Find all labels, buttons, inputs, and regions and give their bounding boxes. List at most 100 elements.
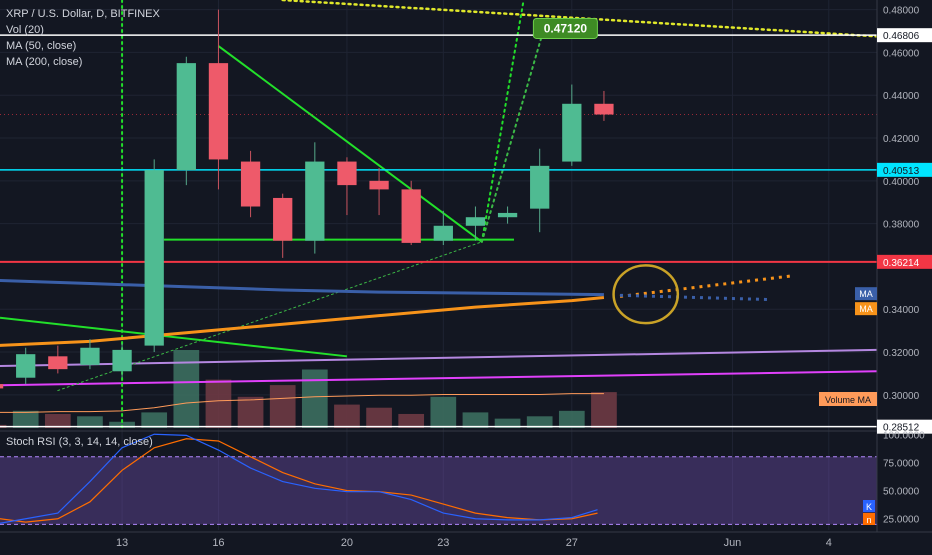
target-label-text: 0.47120	[544, 21, 588, 35]
ma-line	[0, 279, 604, 297]
price-label-box	[877, 419, 932, 434]
time-tick-label: 27	[566, 537, 578, 549]
price-tick-label: 0.48000	[883, 6, 920, 17]
lower-trendline	[0, 316, 348, 358]
volume-bar	[269, 385, 296, 428]
candle-body[interactable]	[176, 63, 196, 171]
price-label-box	[877, 162, 932, 177]
volume-ma-label: Volume MA	[825, 395, 871, 405]
ma-axis-label: MA	[859, 304, 873, 314]
rsi-band-fill	[0, 456, 877, 525]
rsi-d-line	[0, 438, 598, 523]
legend-volume[interactable]: Vol (20)	[6, 24, 44, 36]
candle-body[interactable]	[80, 347, 100, 365]
time-tick-label: 4	[826, 537, 832, 549]
volume-bar	[462, 412, 489, 428]
candle-body[interactable]	[208, 63, 229, 160]
price-label-box	[877, 254, 932, 269]
stoch-rsi-legend[interactable]: Stoch RSI (3, 3, 14, 14, close)	[6, 436, 153, 448]
purple-line	[0, 348, 877, 367]
ma200-projection	[619, 293, 772, 302]
price-tick-label: 0.40000	[883, 177, 920, 188]
price-tick-label: 0.42000	[883, 134, 920, 145]
rsi-series-label-box	[863, 513, 875, 525]
time-tick-label: 20	[341, 537, 353, 549]
price-tick-label: 0.30000	[883, 391, 920, 402]
yellow-dotted-line	[281, 0, 877, 38]
ma-axis-label: MA	[859, 289, 873, 299]
candle-body[interactable]	[401, 189, 421, 243]
candle-body[interactable]	[433, 225, 453, 241]
volume-bar	[366, 407, 392, 428]
volume-bar	[334, 404, 360, 428]
candle-body[interactable]	[273, 197, 293, 241]
volume-ma-label-box	[819, 392, 877, 406]
candle-body[interactable]	[144, 170, 164, 346]
rsi-k-line	[0, 433, 598, 524]
candle-body[interactable]	[240, 161, 261, 207]
legend-symbol[interactable]: XRP / U.S. Dollar, D, BITFINEX	[6, 8, 160, 20]
descending-trendline	[217, 45, 483, 243]
legend-ma200[interactable]: MA (200, close)	[6, 56, 83, 68]
price-tick-label: 0.44000	[883, 91, 920, 102]
green-dotted-projection	[480, 0, 525, 243]
rsi-tick-label: 50.0000	[883, 487, 920, 498]
price-label-text: 0.36214	[883, 258, 920, 269]
volume-bar	[591, 392, 617, 428]
volume-bar	[77, 416, 103, 428]
volume-ma-line	[0, 393, 604, 413]
rsi-series-label: K	[866, 502, 872, 512]
price-tick-label: 0.38000	[883, 220, 920, 231]
volume-bar	[558, 410, 585, 428]
candle-body[interactable]	[112, 349, 132, 372]
volume-bar	[237, 396, 264, 428]
volume-bar	[44, 413, 71, 428]
candle-body[interactable]	[530, 165, 550, 209]
annotations: 0.47120	[532, 17, 680, 325]
price-label-text: 0.46806	[883, 31, 920, 42]
candle-body[interactable]	[594, 103, 614, 115]
candle-body[interactable]	[48, 356, 68, 370]
circle-annotation	[612, 264, 680, 325]
rsi-tick-label: 25.0000	[883, 515, 920, 526]
candle-body[interactable]	[369, 180, 389, 190]
price-tick-label: 0.32000	[883, 348, 920, 359]
candle-body[interactable]	[562, 103, 582, 162]
volume-bar	[301, 369, 328, 428]
stoch-rsi-pane	[0, 430, 932, 525]
rsi-tick-label: 75.0000	[883, 458, 920, 469]
chart-legend: XRP / U.S. Dollar, D, BITFINEX Vol (20) …	[6, 6, 160, 70]
volume-bar	[398, 413, 425, 428]
price-label-text: 0.28512	[883, 423, 920, 434]
price-label-text: 0.40513	[883, 166, 920, 177]
candle-body[interactable]	[465, 217, 486, 226]
price-tick-label: 0.34000	[883, 305, 920, 316]
candle-body[interactable]	[0, 384, 4, 389]
time-tick-label: Jun	[724, 537, 742, 549]
volume-bar	[430, 396, 457, 428]
price-tick-label: 0.46000	[883, 48, 920, 59]
legend-ma50[interactable]: MA (50, close)	[6, 40, 77, 52]
volume-bar	[494, 418, 521, 428]
candle-body[interactable]	[305, 161, 325, 241]
volume-bar	[526, 416, 553, 428]
volume-bar	[205, 379, 232, 428]
candle-body[interactable]	[497, 212, 518, 218]
volume-bars	[0, 350, 617, 428]
ma-axis-label-box	[855, 287, 877, 301]
candle-body[interactable]	[16, 354, 36, 378]
grid-lines	[0, 0, 877, 530]
time-tick-label: 23	[437, 537, 449, 549]
rsi-series-label: n	[866, 515, 871, 525]
volume-bar	[141, 412, 168, 428]
ma-axis-label-box	[855, 302, 877, 316]
candle-body[interactable]	[337, 161, 357, 186]
rsi-tick-label: 100.0000	[883, 430, 925, 441]
target-label-box	[532, 17, 598, 39]
price-label-box	[877, 28, 932, 43]
ma-line	[0, 295, 605, 347]
time-tick-label: 13	[116, 537, 128, 549]
